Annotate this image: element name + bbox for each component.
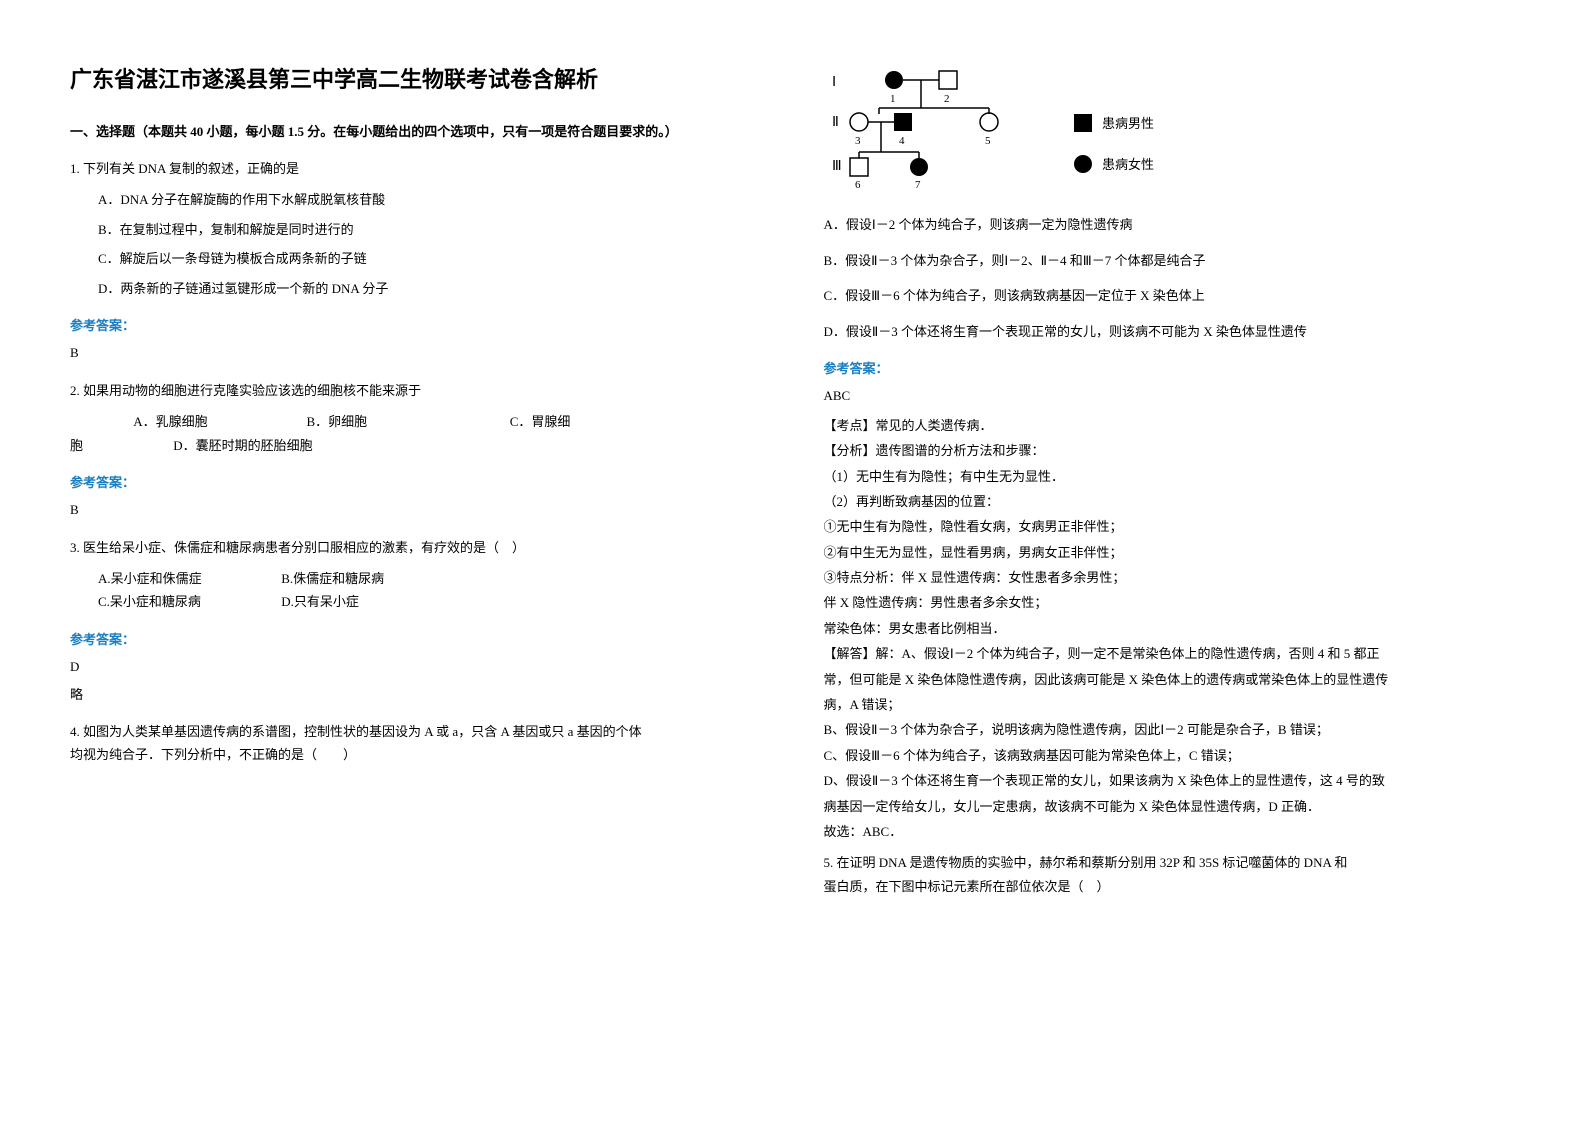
- node-ii3-icon: [850, 113, 868, 131]
- analysis-l5: ②有中生无为显性，显性看男病，男病女正非伴性；: [824, 541, 1518, 564]
- q4-stem-2: 均视为纯合子．下列分析中，不正确的是（ ）: [70, 743, 764, 766]
- q2-answer-label: 参考答案：: [70, 471, 764, 494]
- right-column: Ⅰ 1 2 Ⅱ 3 4 5 Ⅲ: [804, 60, 1548, 1082]
- q4-option-d: D．假设Ⅱ－3 个体还将生育一个表现正常的女儿，则该病不可能为 X 染色体显性遗…: [824, 320, 1518, 343]
- page-title: 广东省湛江市遂溪县第三中学高二生物联考试卷含解析: [70, 60, 764, 100]
- analysis-l7: 伴 X 隐性遗传病：男性患者多余女性；: [824, 591, 1518, 614]
- node-ii5-num: 5: [985, 135, 991, 147]
- q3-answer-label: 参考答案：: [70, 628, 764, 651]
- node-iii6-icon: [850, 158, 868, 176]
- legend-female-icon: [1074, 155, 1092, 173]
- q3-option-b: B.侏儒症和糖尿病: [281, 571, 384, 586]
- legend-male-icon: [1074, 114, 1092, 132]
- legend-female-text: 患病女性: [1102, 157, 1154, 172]
- question-3: 3. 医生给呆小症、侏儒症和糖尿病患者分别口服相应的激素，有疗效的是（ ） A.…: [70, 536, 764, 614]
- gen-3-label: Ⅲ: [832, 159, 842, 174]
- section-1-header: 一、选择题（本题共 40 小题，每小题 1.5 分。在每小题给出的四个选项中，只…: [70, 120, 764, 143]
- node-iii7-num: 7: [915, 179, 921, 191]
- node-ii5-icon: [980, 113, 998, 131]
- q3-option-a: A.呆小症和侏儒症: [98, 567, 278, 590]
- legend-male-text: 患病男性: [1102, 116, 1154, 131]
- analysis-l10: 常，但可能是 X 染色体隐性遗传病，因此该病可能是 X 染色体上的遗传病或常染色…: [824, 668, 1518, 691]
- q4-answer: ABC: [824, 384, 1518, 407]
- q5-stem-2: 蛋白质，在下图中标记元素所在部位依次是（ ）: [824, 875, 1518, 898]
- question-4-options: A．假设Ⅰ－2 个体为纯合子，则该病一定为隐性遗传病 B．假设Ⅱ－3 个体为杂合…: [824, 213, 1518, 343]
- q3-stem: 3. 医生给呆小症、侏儒症和糖尿病患者分别口服相应的激素，有疗效的是（ ）: [70, 536, 764, 559]
- question-5: 5. 在证明 DNA 是遗传物质的实验中，赫尔希和蔡斯分别用 32P 和 35S…: [824, 851, 1518, 898]
- analysis-l0: 【考点】常见的人类遗传病．: [824, 414, 1518, 437]
- q2-answer: B: [70, 498, 764, 521]
- q3-answer: D: [70, 655, 764, 678]
- analysis-l8: 常染色体：男女患者比例相当．: [824, 617, 1518, 640]
- analysis-l12: B、假设Ⅱ－3 个体为杂合子，说明该病为隐性遗传病，因此Ⅰ－2 可能是杂合子，B…: [824, 718, 1518, 741]
- analysis-l9: 【解答】解：A、假设Ⅰ－2 个体为纯合子，则一定不是常染色体上的隐性遗传病，否则…: [824, 642, 1518, 665]
- analysis-l1: 【分析】遗传图谱的分析方法和步骤：: [824, 439, 1518, 462]
- q1-option-c: C．解旋后以一条母链为模板合成两条新的子链: [98, 247, 764, 270]
- q2-option-c: C．胃腺细: [510, 414, 571, 429]
- q4-analysis: 【考点】常见的人类遗传病． 【分析】遗传图谱的分析方法和步骤： （1）无中生有为…: [824, 414, 1518, 844]
- q2-option-a: A．乳腺细胞: [133, 410, 303, 433]
- pedigree-svg: Ⅰ 1 2 Ⅱ 3 4 5 Ⅲ: [824, 64, 1244, 194]
- node-iii6-num: 6: [855, 179, 861, 191]
- q2-option-d: D．囊胚时期的胚胎细胞: [173, 438, 312, 453]
- q3-note: 略: [70, 683, 764, 706]
- node-i2-num: 2: [944, 93, 950, 105]
- gen-2-label: Ⅱ: [832, 115, 839, 130]
- node-ii3-num: 3: [855, 135, 861, 147]
- q2-option-c-cont: 胞: [70, 434, 170, 457]
- q1-answer-label: 参考答案：: [70, 314, 764, 337]
- left-column: 广东省湛江市遂溪县第三中学高二生物联考试卷含解析 一、选择题（本题共 40 小题…: [40, 60, 804, 1082]
- q1-option-b: B．在复制过程中，复制和解旋是同时进行的: [98, 218, 764, 241]
- q3-option-d: D.只有呆小症: [281, 594, 359, 609]
- q4-option-c: C．假设Ⅲ－6 个体为纯合子，则该病致病基因一定位于 X 染色体上: [824, 284, 1518, 307]
- q1-answer: B: [70, 341, 764, 364]
- analysis-l14: D、假设Ⅱ－3 个体还将生育一个表现正常的女儿，如果该病为 X 染色体上的显性遗…: [824, 769, 1518, 792]
- q3-option-c: C.呆小症和糖尿病: [98, 590, 278, 613]
- analysis-l13: C、假设Ⅲ－6 个体为纯合子，该病致病基因可能为常染色体上，C 错误；: [824, 744, 1518, 767]
- analysis-l11: 病，A 错误；: [824, 693, 1518, 716]
- q4-stem-1: 4. 如图为人类某单基因遗传病的系谱图，控制性状的基因设为 A 或 a，只含 A…: [70, 720, 764, 743]
- question-1: 1. 下列有关 DNA 复制的叙述，正确的是 A．DNA 分子在解旋酶的作用下水…: [70, 157, 764, 300]
- q2-option-b: B．卵细胞: [307, 410, 507, 433]
- q1-stem: 1. 下列有关 DNA 复制的叙述，正确的是: [70, 157, 764, 180]
- question-2: 2. 如果用动物的细胞进行克隆实验应该选的细胞核不能来源于 A．乳腺细胞 B．卵…: [70, 379, 764, 457]
- q5-stem-1: 5. 在证明 DNA 是遗传物质的实验中，赫尔希和蔡斯分别用 32P 和 35S…: [824, 851, 1518, 874]
- q1-option-a: A．DNA 分子在解旋酶的作用下水解成脱氧核苷酸: [98, 188, 764, 211]
- analysis-l2: （1）无中生有为隐性；有中生无为显性．: [824, 465, 1518, 488]
- pedigree-diagram: Ⅰ 1 2 Ⅱ 3 4 5 Ⅲ: [824, 64, 1518, 201]
- analysis-l6: ③特点分析：伴 X 显性遗传病：女性患者多余男性；: [824, 566, 1518, 589]
- node-i2-icon: [939, 71, 957, 89]
- analysis-l16: 故选：ABC．: [824, 820, 1518, 843]
- node-i1-num: 1: [890, 93, 896, 105]
- node-ii4-num: 4: [899, 135, 905, 147]
- analysis-l4: ①无中生有为隐性，隐性看女病，女病男正非伴性；: [824, 515, 1518, 538]
- analysis-l15: 病基因一定传给女儿，女儿一定患病，故该病不可能为 X 染色体显性遗传病，D 正确…: [824, 795, 1518, 818]
- question-4: 4. 如图为人类某单基因遗传病的系谱图，控制性状的基因设为 A 或 a，只含 A…: [70, 720, 764, 767]
- q4-answer-label: 参考答案：: [824, 357, 1518, 380]
- q4-option-b: B．假设Ⅱ－3 个体为杂合子，则Ⅰ－2、Ⅱ－4 和Ⅲ－7 个体都是纯合子: [824, 249, 1518, 272]
- q2-stem: 2. 如果用动物的细胞进行克隆实验应该选的细胞核不能来源于: [70, 379, 764, 402]
- node-i1-icon: [885, 71, 903, 89]
- node-iii7-icon: [910, 158, 928, 176]
- q4-option-a: A．假设Ⅰ－2 个体为纯合子，则该病一定为隐性遗传病: [824, 213, 1518, 236]
- analysis-l3: （2）再判断致病基因的位置：: [824, 490, 1518, 513]
- gen-1-label: Ⅰ: [832, 75, 836, 90]
- node-ii4-icon: [894, 113, 912, 131]
- q1-option-d: D．两条新的子链通过氢键形成一个新的 DNA 分子: [98, 277, 764, 300]
